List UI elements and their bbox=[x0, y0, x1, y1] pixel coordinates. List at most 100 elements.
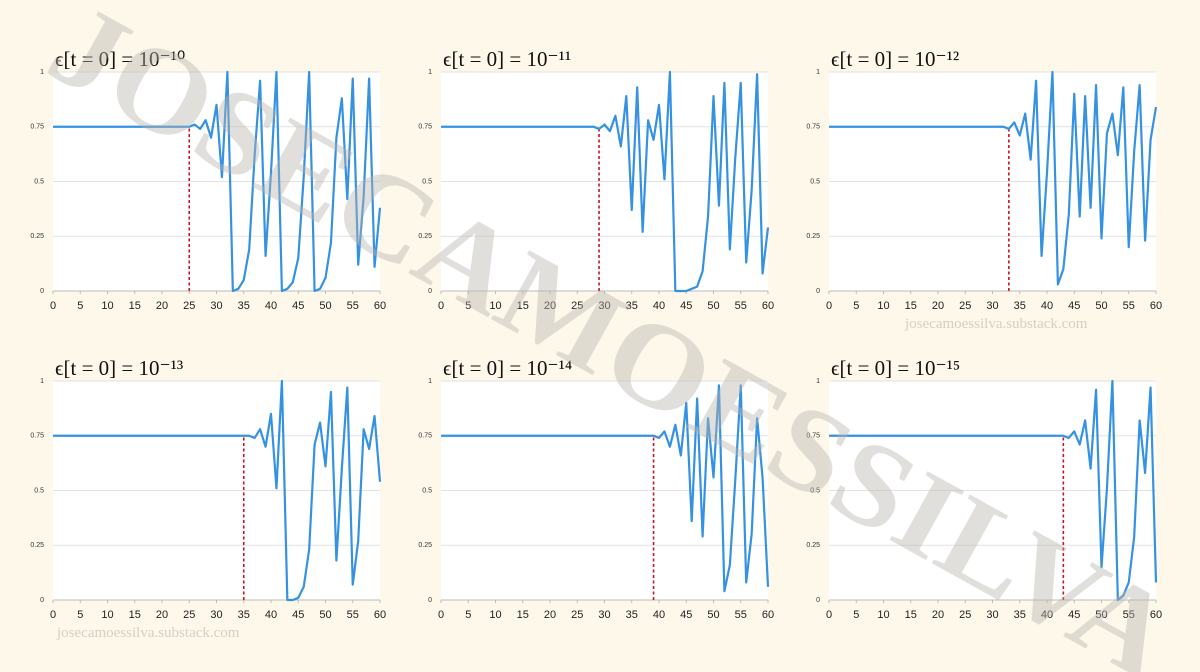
chart-title: ϵ[t = 0] = 10⁻¹² bbox=[831, 47, 959, 71]
x-tick-label: 5 bbox=[465, 300, 471, 312]
y-tick-label: 0.5 bbox=[810, 178, 820, 185]
x-tick-label: 5 bbox=[77, 609, 83, 621]
x-tick-label: 15 bbox=[905, 609, 917, 621]
x-tick-label: 45 bbox=[680, 300, 692, 312]
y-tick-label: 1 bbox=[40, 378, 44, 385]
x-tick-label: 10 bbox=[877, 300, 889, 312]
y-tick-label: 0 bbox=[816, 597, 820, 604]
x-tick-label: 40 bbox=[265, 300, 277, 312]
x-tick-label: 45 bbox=[292, 609, 304, 621]
y-tick-label: 0.5 bbox=[34, 178, 44, 185]
x-tick-label: 55 bbox=[1123, 609, 1135, 621]
x-tick-label: 45 bbox=[292, 300, 304, 312]
y-tick-label: 0.25 bbox=[806, 542, 820, 549]
y-tick-label: 0.75 bbox=[418, 433, 432, 440]
x-tick-label: 15 bbox=[129, 300, 141, 312]
x-tick-label: 35 bbox=[626, 300, 638, 312]
x-tick-label: 35 bbox=[626, 609, 638, 621]
x-tick-label: 60 bbox=[762, 609, 774, 621]
x-tick-label: 10 bbox=[489, 300, 501, 312]
x-tick-label: 30 bbox=[986, 300, 998, 312]
x-tick-label: 55 bbox=[347, 300, 359, 312]
y-tick-label: 0 bbox=[428, 597, 432, 604]
x-tick-label: 30 bbox=[986, 609, 998, 621]
x-tick-label: 60 bbox=[374, 609, 386, 621]
x-tick-label: 25 bbox=[183, 300, 195, 312]
x-tick-label: 55 bbox=[1123, 300, 1135, 312]
credit: josecamoessilva.substack.com bbox=[904, 316, 1088, 332]
x-tick-label: 40 bbox=[653, 300, 665, 312]
x-tick-label: 0 bbox=[438, 300, 444, 312]
x-tick-label: 15 bbox=[905, 300, 917, 312]
y-tick-label: 0.75 bbox=[418, 124, 432, 131]
data-line bbox=[53, 70, 382, 293]
data-line bbox=[441, 70, 770, 293]
x-tick-label: 60 bbox=[1150, 609, 1162, 621]
x-tick-label: 45 bbox=[1068, 300, 1080, 312]
data-line bbox=[829, 70, 1158, 286]
y-tick-label: 0.75 bbox=[30, 433, 44, 440]
x-tick-label: 25 bbox=[571, 609, 583, 621]
x-tick-label: 10 bbox=[101, 609, 113, 621]
x-tick-label: 25 bbox=[571, 300, 583, 312]
x-tick-label: 0 bbox=[50, 609, 56, 621]
y-tick-label: 1 bbox=[40, 69, 44, 76]
x-tick-label: 60 bbox=[762, 300, 774, 312]
x-tick-label: 60 bbox=[374, 300, 386, 312]
x-tick-label: 15 bbox=[517, 609, 529, 621]
y-tick-label: 0 bbox=[40, 597, 44, 604]
y-tick-label: 0.25 bbox=[418, 233, 432, 240]
x-tick-label: 50 bbox=[707, 300, 719, 312]
x-tick-label: 25 bbox=[959, 609, 971, 621]
y-tick-label: 0.75 bbox=[30, 124, 44, 131]
y-tick-label: 0.5 bbox=[422, 178, 432, 185]
x-tick-label: 20 bbox=[544, 300, 556, 312]
y-tick-label: 1 bbox=[428, 69, 432, 76]
x-tick-label: 35 bbox=[1014, 609, 1026, 621]
x-tick-label: 50 bbox=[1095, 609, 1107, 621]
x-tick-label: 25 bbox=[183, 609, 195, 621]
x-tick-label: 55 bbox=[735, 609, 747, 621]
data-line bbox=[53, 379, 382, 602]
x-tick-label: 50 bbox=[1095, 300, 1107, 312]
x-tick-label: 20 bbox=[156, 609, 168, 621]
x-tick-label: 45 bbox=[1068, 609, 1080, 621]
x-tick-label: 45 bbox=[680, 609, 692, 621]
x-tick-label: 50 bbox=[319, 609, 331, 621]
x-tick-label: 40 bbox=[1041, 609, 1053, 621]
y-tick-label: 1 bbox=[816, 69, 820, 76]
x-tick-label: 5 bbox=[853, 609, 859, 621]
x-tick-label: 30 bbox=[210, 609, 222, 621]
y-tick-label: 1 bbox=[428, 378, 432, 385]
y-tick-label: 0.75 bbox=[806, 433, 820, 440]
chart-title: ϵ[t = 0] = 10⁻¹⁴ bbox=[443, 356, 572, 380]
credit: josecamoessilva.substack.com bbox=[56, 625, 240, 641]
chart-title: ϵ[t = 0] = 10⁻¹³ bbox=[55, 356, 183, 380]
y-tick-label: 0.25 bbox=[30, 233, 44, 240]
x-tick-label: 15 bbox=[517, 300, 529, 312]
x-tick-label: 30 bbox=[210, 300, 222, 312]
y-tick-label: 0.5 bbox=[34, 487, 44, 494]
x-tick-label: 0 bbox=[50, 300, 56, 312]
y-tick-label: 0.25 bbox=[30, 542, 44, 549]
x-tick-label: 30 bbox=[598, 609, 610, 621]
x-tick-label: 50 bbox=[707, 609, 719, 621]
x-tick-label: 15 bbox=[129, 609, 141, 621]
y-tick-label: 0.5 bbox=[422, 487, 432, 494]
x-tick-label: 5 bbox=[853, 300, 859, 312]
chart-title: ϵ[t = 0] = 10⁻¹¹ bbox=[443, 47, 571, 71]
x-tick-label: 40 bbox=[1041, 300, 1053, 312]
y-tick-label: 0.25 bbox=[806, 233, 820, 240]
x-tick-label: 0 bbox=[438, 609, 444, 621]
x-tick-label: 35 bbox=[1014, 300, 1026, 312]
x-tick-label: 5 bbox=[465, 609, 471, 621]
chart-title: ϵ[t = 0] = 10⁻¹⁵ bbox=[831, 356, 960, 380]
x-tick-label: 10 bbox=[877, 609, 889, 621]
